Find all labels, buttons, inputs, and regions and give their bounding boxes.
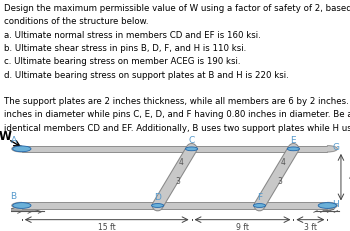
Text: 4: 4	[179, 158, 184, 167]
Circle shape	[318, 203, 337, 208]
Polygon shape	[327, 202, 337, 209]
Text: C: C	[188, 136, 195, 145]
Text: b. Ultimate shear stress in pins B, D, F, and H is 110 ksi.: b. Ultimate shear stress in pins B, D, F…	[4, 44, 246, 53]
Circle shape	[320, 206, 335, 210]
Text: G: G	[332, 143, 340, 152]
Polygon shape	[22, 202, 327, 209]
Text: The support plates are 2 inches thickness, while all members are 6 by 2 inches. : The support plates are 2 inches thicknes…	[4, 97, 350, 106]
Circle shape	[13, 146, 31, 152]
Text: 3 ft: 3 ft	[304, 223, 317, 231]
Text: W: W	[0, 130, 11, 143]
Text: F: F	[257, 193, 262, 202]
Polygon shape	[22, 146, 327, 152]
Text: identical members CD and EF. Additionally, B uses two support plates while H use: identical members CD and EF. Additionall…	[4, 124, 350, 133]
Polygon shape	[327, 146, 337, 152]
Text: 4 ft: 4 ft	[349, 173, 350, 182]
Circle shape	[152, 204, 164, 207]
Text: E: E	[290, 136, 296, 145]
Text: 15 ft: 15 ft	[98, 223, 116, 231]
Circle shape	[287, 147, 300, 151]
Circle shape	[253, 204, 266, 207]
Text: d. Ultimate bearing stress on support plates at B and H is 220 ksi.: d. Ultimate bearing stress on support pl…	[4, 70, 288, 79]
Circle shape	[13, 203, 31, 208]
Text: inches in diameter while pins C, E, D, and F having 0.80 inches in diameter. Be : inches in diameter while pins C, E, D, a…	[4, 110, 350, 119]
Text: B: B	[10, 192, 17, 201]
Text: c. Ultimate bearing stress on member ACEG is 190 ksi.: c. Ultimate bearing stress on member ACE…	[4, 57, 240, 66]
Text: conditions of the structure below.: conditions of the structure below.	[4, 17, 148, 26]
Text: 9 ft: 9 ft	[236, 223, 249, 231]
Polygon shape	[3, 206, 41, 211]
Text: a. Ultimate normal stress in members CD and EF is 160 ksi.: a. Ultimate normal stress in members CD …	[4, 30, 260, 40]
Text: D: D	[154, 193, 161, 202]
Text: H: H	[332, 200, 339, 209]
Text: A: A	[10, 136, 17, 145]
Polygon shape	[12, 202, 22, 209]
Polygon shape	[12, 146, 22, 152]
Circle shape	[186, 147, 198, 151]
Text: Design the maximum permissible value of W using a factor of safety of 2, based o: Design the maximum permissible value of …	[4, 4, 350, 13]
Text: 4: 4	[281, 158, 286, 167]
Text: 3: 3	[176, 177, 181, 186]
Text: 3: 3	[278, 177, 282, 186]
